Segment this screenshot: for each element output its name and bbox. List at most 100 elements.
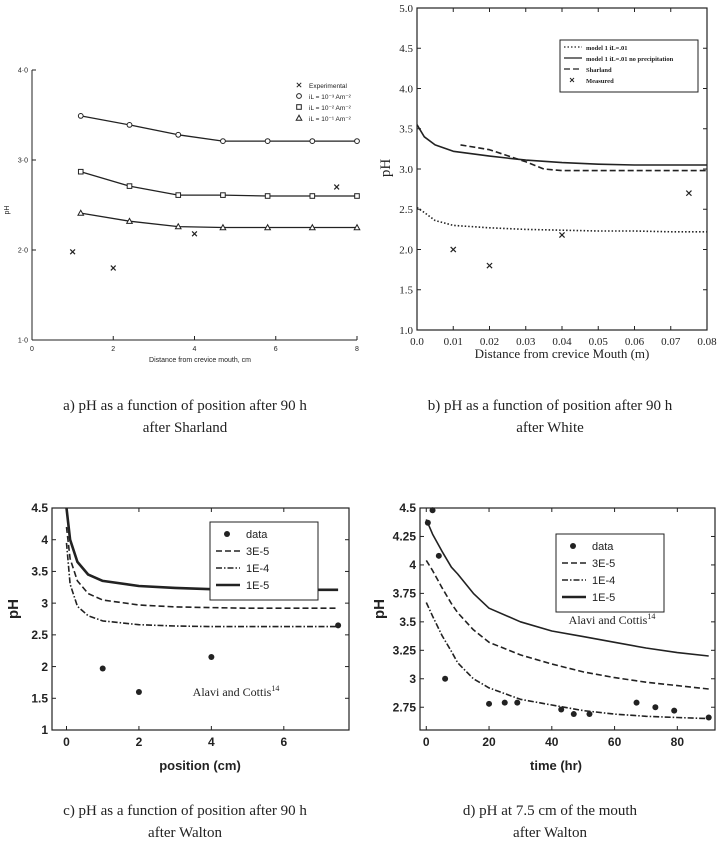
chart-d-legend-label: 3E-5	[592, 558, 615, 570]
chart-c-legend-label: data	[246, 529, 268, 541]
chart-a-y-tick-label: 3·0	[18, 157, 28, 164]
chart-c-y-tick-label: 4.5	[31, 501, 48, 515]
chart-d-x-label: time (hr)	[530, 758, 582, 773]
chart-d-x-tick-label: 80	[671, 735, 685, 749]
chart-a-series-2-marker	[126, 183, 133, 189]
chart-a-series-1-marker	[264, 138, 271, 145]
chart-a-series-3-marker	[219, 223, 227, 231]
chart-d-series-0-point	[652, 704, 659, 711]
chart-d-legend-label: 1E-4	[592, 575, 615, 587]
chart-c-y-label: pH	[5, 599, 22, 619]
chart-c-x-tick-label: 6	[280, 735, 287, 749]
chart-d-frame	[419, 507, 716, 731]
chart-a-legend-marker	[296, 104, 302, 110]
chart-d-series-0-point	[570, 711, 577, 718]
caption-b: b) pH as a function of position after 90…	[380, 395, 720, 439]
caption-b-line2: after White	[516, 420, 584, 436]
caption-d-line1: d) pH at 7.5 cm of the mouth	[462, 803, 638, 819]
chart-b-legend-label: model 1 iL=.01 no precipitation	[586, 56, 674, 63]
caption-d-line2: after Walton	[513, 825, 587, 841]
caption-c: c) pH as a function of position after 90…	[10, 800, 360, 844]
chart-a-series-2-marker	[77, 168, 84, 175]
chart-d-x-tick-label: 40	[545, 735, 559, 749]
chart-a-series-0-point	[191, 230, 198, 237]
caption-a: a) pH as a function of position after 90…	[10, 395, 360, 439]
chart-a-series-2-marker	[175, 192, 182, 198]
chart-b-y-tick-label: 4.5	[399, 43, 413, 55]
chart-a-x-tick-label: 0	[30, 346, 34, 353]
chart-a-legend-marker	[296, 93, 302, 99]
chart-d-y-tick-label: 4.5	[399, 501, 416, 515]
chart-d-series-2-line	[425, 559, 709, 690]
chart-a-legend-label: iL = 10⁻¹ Am⁻²	[309, 116, 352, 123]
chart-b-legend-label: model 1 iL=.01	[586, 45, 627, 52]
chart-b-series-3-point	[685, 190, 692, 197]
chart-b-legend-box	[559, 39, 699, 93]
chart-a-series-0-point	[110, 265, 117, 271]
chart-a-series-1-marker	[309, 138, 316, 145]
chart-d-x-tick-label: 0	[423, 735, 430, 749]
chart-a-legend-label: iL = 10⁻³ Am⁻²	[309, 94, 352, 101]
chart-b-x-tick-label: 0.07	[661, 336, 681, 348]
chart-b-series-1-line	[416, 124, 707, 166]
chart-a-legend-label: Experimental	[309, 83, 347, 90]
chart-c-legend-label: 3E-5	[246, 546, 269, 558]
chart-b-y-tick-label: 5.0	[399, 3, 413, 15]
chart-a-y-label: pH	[4, 206, 11, 215]
chart-d-y-tick-label: 4.25	[393, 530, 417, 544]
chart-a-y-tick-label: 1·0	[18, 337, 28, 344]
chart-a-legend-label: iL = 10⁻² Am⁻²	[309, 105, 352, 112]
chart-d-series-0-point	[586, 711, 593, 718]
chart-d-series-3-line	[425, 602, 709, 720]
chart-d-series-0-point	[429, 507, 436, 514]
chart-a-series-0-point	[69, 248, 76, 255]
chart-c-series-0-point	[135, 688, 142, 695]
chart-c-y-tick-label: 4	[41, 533, 48, 547]
chart-b-x-tick-label: 0.08	[697, 336, 717, 348]
chart-b-series-2-line	[460, 144, 707, 172]
chart-d-legend-label: data	[592, 541, 614, 553]
chart-c-legend-label: 1E-5	[246, 580, 269, 592]
chart-a-series-1-marker	[175, 131, 182, 138]
chart-d-x-tick-label: 60	[608, 735, 622, 749]
chart-a-x-tick-label: 8	[355, 346, 359, 353]
chart-d-y-tick-label: 3.25	[393, 644, 417, 658]
chart-d-series-0-point	[514, 699, 521, 706]
chart-c-series-1-line	[65, 526, 339, 610]
chart-d-legend-marker	[570, 543, 576, 549]
chart-d-series-0-point	[633, 699, 640, 706]
chart-b-series-3-point	[486, 262, 493, 269]
chart-a-series-3-marker	[77, 209, 85, 216]
chart-b-legend-marker	[569, 77, 575, 83]
chart-a-series-2-marker	[354, 193, 360, 199]
caption-d: d) pH at 7.5 cm of the mouth after Walto…	[380, 800, 720, 844]
chart-c-annotation: Alavi and Cottis14	[193, 684, 280, 699]
chart-a-series-1-marker	[77, 113, 84, 119]
chart-a-series-3-marker	[353, 223, 361, 231]
chart-b-x-tick-label: 0.01	[444, 336, 463, 348]
chart-a-series-3-marker	[125, 217, 134, 224]
chart-a-series-0-point	[333, 184, 340, 190]
chart-c-x-label: position (cm)	[159, 758, 241, 773]
chart-d-y-tick-label: 2.75	[393, 700, 417, 714]
chart-a-x-tick-label: 4	[193, 346, 197, 353]
chart-d-series-1-line	[425, 519, 709, 657]
chart-a-legend-marker	[295, 114, 303, 121]
chart-c-y-tick-label: 2	[41, 660, 48, 674]
caption-b-line1: b) pH as a function of position after 90…	[427, 398, 673, 414]
chart-b-x-tick-label: 0.06	[625, 336, 645, 348]
chart-d-legend-label: 1E-5	[592, 592, 615, 604]
chart-d-y-tick-label: 4	[409, 558, 416, 572]
chart-c-y-tick-label: 3	[41, 596, 48, 610]
chart-c-legend-marker	[224, 531, 230, 537]
chart-c-series-0-point	[335, 622, 342, 629]
chart-d-series-0-point	[558, 706, 565, 713]
chart-b-x-tick-label: 0.02	[480, 336, 499, 348]
chart-d-series-0-point	[671, 707, 678, 714]
chart-c-series-0-point	[208, 654, 215, 661]
chart-c-x-tick-label: 4	[208, 735, 215, 749]
chart-d-annotation: Alavi and Cottis14	[569, 612, 656, 627]
chart-b-x-tick-label: 0.03	[516, 336, 536, 348]
chart-c-y-tick-label: 1.5	[31, 691, 48, 705]
